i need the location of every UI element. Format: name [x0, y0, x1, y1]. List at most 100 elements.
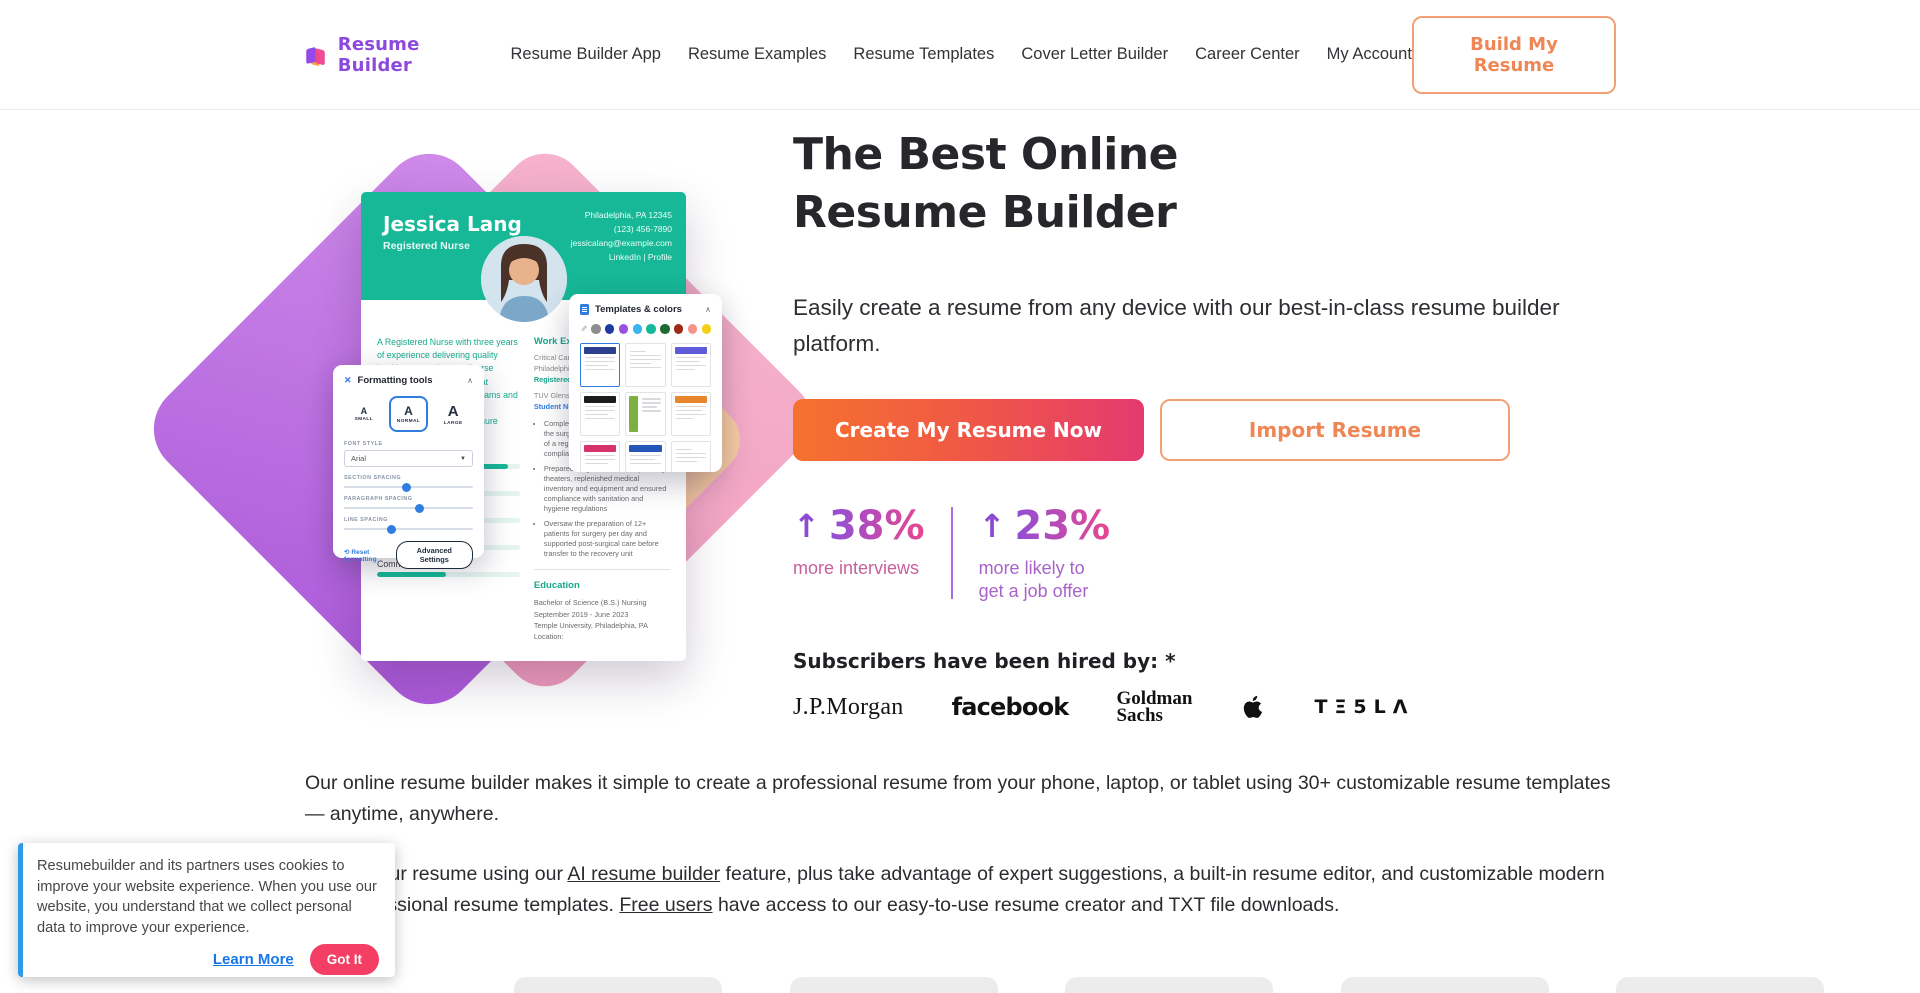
- work-bullet: Oversaw the preparation of 12+ patients …: [544, 519, 670, 560]
- learn-more-link[interactable]: Learn More: [212, 950, 294, 968]
- font-style-label: FONT STYLE: [344, 441, 383, 447]
- slider-handle[interactable]: [386, 524, 396, 534]
- nav-link-resume-templates[interactable]: Resume Templates: [853, 45, 995, 63]
- reset-icon: ⟲: [344, 548, 350, 556]
- color-swatches: ✎: [578, 324, 712, 334]
- paragraph-spacing-slider[interactable]: PARAGRAPH SPACING: [344, 496, 473, 513]
- template-thumbnail[interactable]: [625, 391, 666, 436]
- color-swatch[interactable]: [632, 324, 642, 334]
- resume-name: Jessica Lang: [383, 212, 522, 236]
- contact-line: LinkedIn | Profile: [608, 252, 672, 263]
- template-thumbnails: [580, 342, 711, 472]
- color-swatch[interactable]: [605, 324, 615, 334]
- build-my-resume-button[interactable]: Build My Resume: [1411, 15, 1616, 94]
- contact-line: Philadelphia, PA 12345: [584, 210, 672, 220]
- employer-block: Critical Care Nurse Philadelphia, PA Reg…: [534, 353, 670, 386]
- resume-contact: Philadelphia, PA 12345 (123) 456-7890 je…: [571, 208, 672, 264]
- jpmorgan-logo: J.P.Morgan: [793, 693, 904, 720]
- line-spacing-slider[interactable]: LINE SPACING: [344, 517, 473, 534]
- intro-paragraph: Our online resume builder makes it simpl…: [305, 772, 1611, 826]
- top-navigation: Resume Builder Resume Builder App Resume…: [0, 0, 1920, 110]
- cookie-text: Resumebuilder and its partners uses cook…: [37, 858, 377, 937]
- color-swatch[interactable]: [674, 324, 684, 334]
- color-swatch[interactable]: [701, 324, 712, 334]
- template-thumbnail[interactable]: [670, 391, 711, 436]
- facebook-logo: facebook: [951, 693, 1070, 721]
- template-thumbnail[interactable]: [580, 440, 621, 472]
- color-swatch[interactable]: [687, 324, 698, 334]
- slider-handle[interactable]: [414, 503, 424, 513]
- template-thumbnail[interactable]: [625, 342, 666, 387]
- formatting-tools-panel: ✕ Formatting tools ∧ A SMALL A NORMAL A …: [333, 365, 484, 569]
- next-section-card: [1616, 977, 1824, 993]
- close-icon[interactable]: ✕: [344, 375, 352, 385]
- advanced-settings-button[interactable]: Advanced Settings: [395, 541, 473, 569]
- create-my-resume-button[interactable]: Create My Resume Now: [793, 399, 1144, 461]
- next-section-card: [514, 977, 722, 993]
- brand-name: Resume Builder: [337, 33, 420, 76]
- color-swatch[interactable]: [591, 324, 601, 334]
- template-thumbnail[interactable]: [580, 391, 621, 436]
- ai-resume-builder-link[interactable]: AI resume builder: [567, 863, 721, 885]
- got-it-button[interactable]: Got It: [309, 943, 379, 975]
- hired-by-heading: Subscribers have been hired by: *: [793, 649, 1176, 673]
- stats-row: ↑ 38% more interviews ↑ 23% more likely …: [793, 503, 1110, 604]
- color-swatch[interactable]: [618, 324, 629, 334]
- education-line: September 2019 - June 2023: [533, 609, 629, 619]
- education-line: Location:: [533, 632, 564, 642]
- stat-more-interviews: ↑ 38% more interviews: [793, 503, 925, 604]
- hero-cta-row: Create My Resume Now Import Resume: [793, 399, 1510, 461]
- formatting-tools-title: Formatting tools: [357, 375, 433, 386]
- chevron-up-icon[interactable]: ∧: [467, 376, 473, 385]
- apple-logo-icon: [1244, 695, 1263, 718]
- nav-links: Resume Builder App Resume Examples Resum…: [511, 45, 1412, 64]
- next-section-card: [1065, 977, 1273, 993]
- nav-link-resume-examples[interactable]: Resume Examples: [687, 45, 827, 63]
- brand[interactable]: Resume Builder: [304, 34, 467, 76]
- font-size-normal-button[interactable]: A NORMAL: [388, 396, 429, 432]
- slider-handle[interactable]: [402, 482, 412, 492]
- page-title: The Best Online Resume Builder: [793, 129, 1178, 239]
- stat-value: 23%: [1014, 503, 1111, 549]
- templates-colors-panel: Templates & colors ∧ ✎: [569, 294, 722, 472]
- template-thumbnail[interactable]: [670, 342, 711, 387]
- template-thumbnail-selected[interactable]: [580, 342, 621, 387]
- stat-label: more likely to get a job offer: [978, 558, 1089, 602]
- font-size-small-button[interactable]: A SMALL: [354, 406, 374, 422]
- nav-link-career-center[interactable]: Career Center: [1195, 45, 1300, 63]
- brand-logo-icon: [306, 46, 325, 66]
- employer-location: Philadelphia, PA: [533, 363, 587, 373]
- stat-label: more interviews: [793, 558, 920, 578]
- tesla-logo: TΞ5LΛ: [1314, 696, 1415, 718]
- pencil-icon[interactable]: ✎: [578, 325, 588, 333]
- free-users-link[interactable]: Free users: [619, 894, 713, 917]
- skill-bar: [377, 571, 520, 577]
- nav-link-my-account[interactable]: My Account: [1326, 45, 1412, 63]
- next-section-card: [790, 977, 998, 993]
- color-swatch[interactable]: [660, 324, 670, 334]
- chevron-up-icon[interactable]: ∧: [705, 305, 711, 314]
- cookie-consent-banner: Resumebuilder and its partners uses cook…: [18, 843, 395, 977]
- template-thumbnail[interactable]: [670, 440, 711, 472]
- reset-formatting-link[interactable]: ⟲ Reset formatting: [344, 548, 377, 563]
- features-paragraph: Create your resume using our AI resume b…: [305, 863, 1605, 917]
- import-resume-button[interactable]: Import Resume: [1160, 399, 1510, 461]
- section-spacing-slider[interactable]: SECTION SPACING: [344, 475, 473, 492]
- education-block: Bachelor of Science (B.S.) Nursing Septe…: [534, 597, 670, 642]
- contact-line: (123) 456-7890: [613, 224, 672, 235]
- up-arrow-icon: ↑: [978, 507, 1006, 545]
- font-size-large-button[interactable]: A LARGE: [443, 402, 463, 426]
- stat-value: 38%: [828, 503, 925, 549]
- nav-link-cover-letter-builder[interactable]: Cover Letter Builder: [1021, 45, 1169, 63]
- employer2-title: Student Nurse: [533, 401, 584, 411]
- up-arrow-icon: ↑: [793, 507, 820, 545]
- nav-link-resume-builder-app[interactable]: Resume Builder App: [510, 45, 661, 63]
- contact-line: jessicalang@example.com: [570, 238, 672, 249]
- employer-name: Critical Care Nurse: [533, 353, 596, 362]
- template-thumbnail[interactable]: [625, 440, 666, 472]
- font-style-select[interactable]: Arial ▼: [344, 450, 473, 467]
- font-size-options: A SMALL A NORMAL A LARGE: [344, 396, 473, 432]
- color-swatch[interactable]: [646, 324, 656, 334]
- templates-colors-title: Templates & colors: [595, 304, 682, 315]
